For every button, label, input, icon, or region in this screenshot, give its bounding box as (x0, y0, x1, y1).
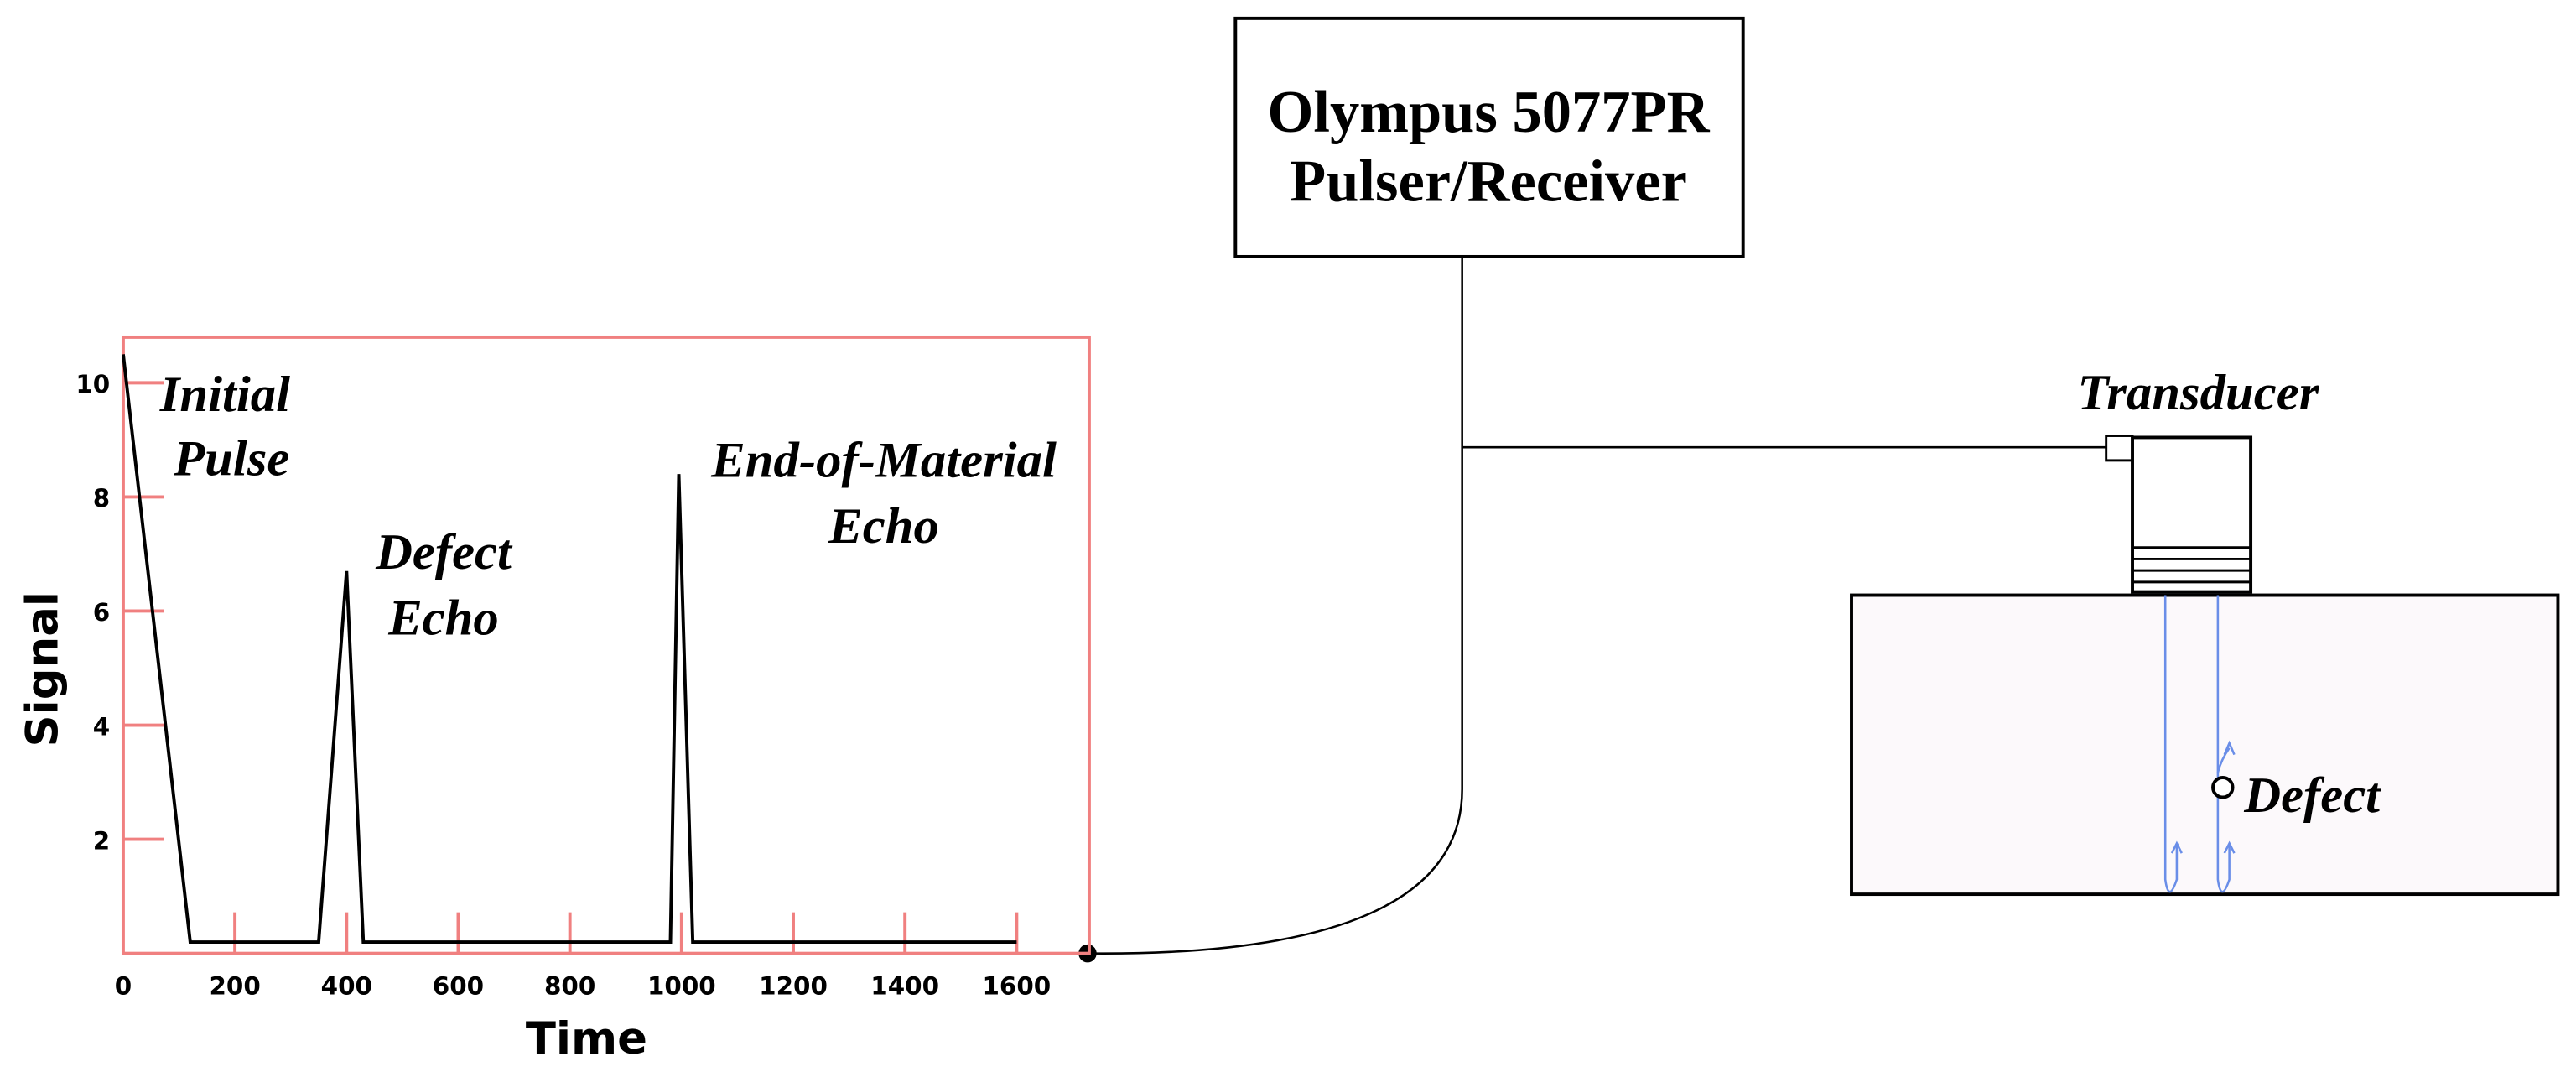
y-tick-label: 10 (75, 370, 110, 398)
cable (1088, 256, 1463, 955)
x-tick-label: 600 (433, 972, 484, 1001)
signal-line (121, 354, 1017, 944)
annotation: Initial (159, 367, 290, 423)
annotation: Pulse (173, 431, 289, 487)
x-tick-label: 0 (115, 972, 132, 1001)
annotation: Defect (375, 524, 513, 580)
x-tick-label: 1600 (982, 972, 1051, 1001)
device-label: Pulser/Receiver (1290, 148, 1687, 214)
x-tick-label: 1400 (870, 972, 939, 1001)
defect (2211, 776, 2235, 799)
y-tick-label: 6 (93, 598, 110, 627)
transducer-label: Transducer (2077, 365, 2319, 421)
device-label: Olympus 5077PR (1268, 80, 1711, 145)
annotation: End-of-Material (710, 432, 1057, 488)
y-tick-label: 8 (93, 484, 110, 513)
x-tick-label: 400 (321, 972, 372, 1001)
x-tick-label: 800 (544, 972, 595, 1001)
y-tick-label: 4 (93, 712, 110, 741)
device-box (1233, 16, 1745, 258)
transducer-layers (2132, 546, 2251, 584)
annotation: Echo (387, 591, 499, 647)
x-tick-label: 200 (209, 972, 260, 1001)
y-tick-label: 2 (93, 826, 110, 855)
connector (2105, 435, 2134, 462)
specimen (1850, 593, 2560, 897)
transducer (2131, 435, 2253, 594)
x-axis-label: Time (526, 1013, 647, 1064)
y-axis-label: Signal (18, 591, 69, 747)
x-tick-label: 1000 (647, 972, 716, 1001)
x-tick-label: 1200 (759, 972, 828, 1001)
plot-frame (121, 335, 1091, 955)
sound-waves (2163, 595, 2236, 893)
chart: 2 4 6 8 10 0 200 400 600 800 1000 1200 1400 1600 Time S… (18, 335, 1091, 1064)
annotation: Echo (828, 498, 939, 554)
defect-label: Defect (2243, 768, 2381, 824)
